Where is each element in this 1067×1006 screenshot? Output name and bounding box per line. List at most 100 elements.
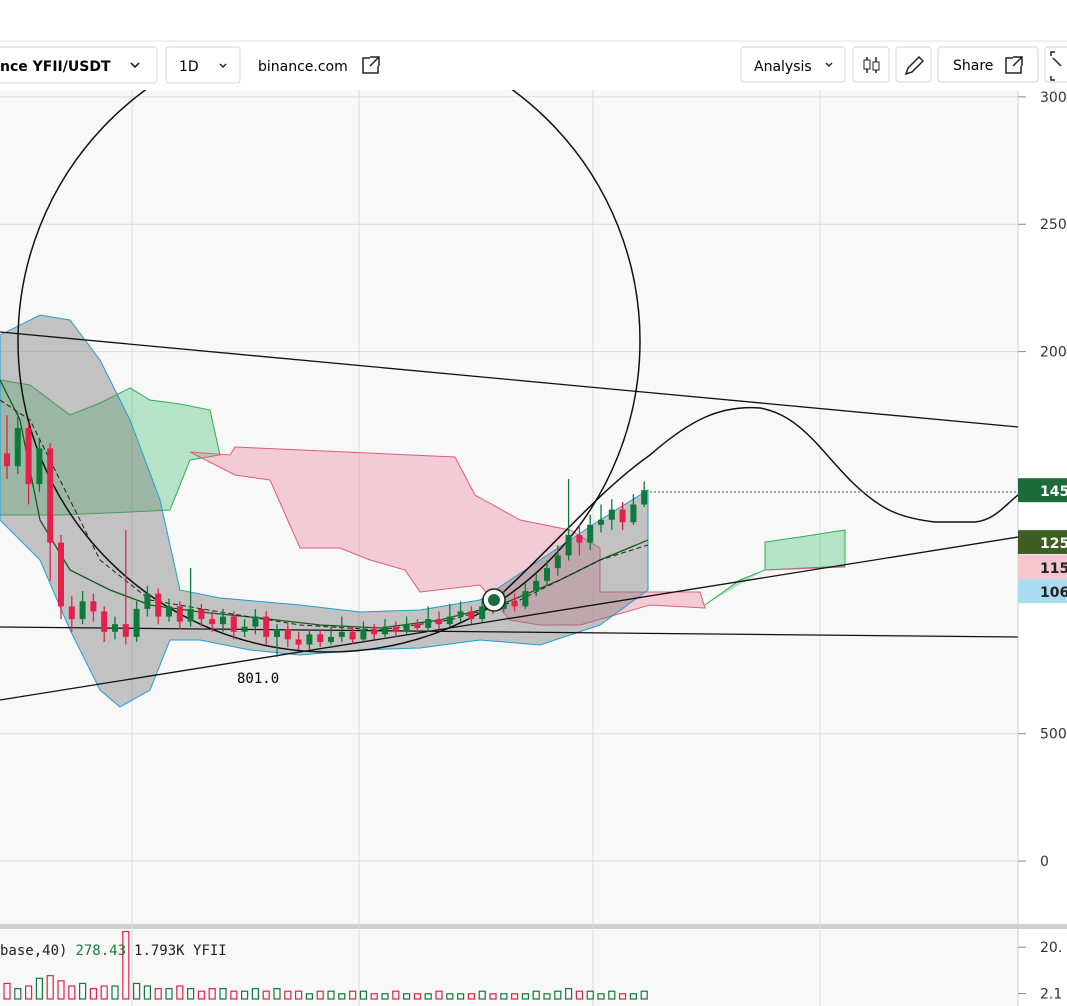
- candle-body: [187, 608, 194, 622]
- candle-body: [36, 448, 43, 485]
- candle-body: [392, 626, 399, 632]
- candle-body: [68, 606, 75, 620]
- moving-average-dashed: [0, 399, 649, 631]
- candle-body: [371, 629, 378, 635]
- button-frame: [1044, 46, 1067, 83]
- candle-body: [630, 504, 637, 523]
- source-link[interactable]: binance.com: [258, 56, 380, 75]
- candle-body: [241, 626, 248, 632]
- cloud-bull: [704, 529, 846, 606]
- candle-body: [252, 616, 259, 627]
- indicator-button[interactable]: [852, 46, 890, 83]
- candle-body: [554, 555, 561, 569]
- candle-icon: [872, 61, 880, 71]
- candle-body: [79, 601, 86, 620]
- candle-body: [263, 616, 270, 637]
- volume-bar: [457, 993, 465, 1000]
- symbol-button[interactable]: nce YFII/USDT: [0, 46, 158, 84]
- candle-body: [220, 616, 226, 625]
- volume-bar: [284, 990, 292, 1000]
- fullscreen-button[interactable]: [1044, 46, 1067, 83]
- volume-bar: [111, 985, 119, 1000]
- volume-bar: [543, 993, 551, 1000]
- y-tick-label: 2000: [1040, 345, 1067, 361]
- volume-bar: [35, 977, 44, 1000]
- volume-bar: [241, 990, 249, 1000]
- candle-body: [274, 629, 280, 637]
- candle-body: [403, 624, 410, 632]
- volume-bar: [295, 990, 303, 1000]
- volume-bar: [554, 990, 562, 1000]
- price-badge-label: 1060: [1040, 585, 1067, 601]
- candle-body: [198, 608, 205, 620]
- volume-bar: [251, 988, 259, 1000]
- chevron: [825, 62, 833, 67]
- candle-body: [382, 626, 388, 635]
- volume-bar: [208, 988, 216, 1000]
- volume-bar: [78, 982, 87, 1000]
- candle-body: [479, 606, 486, 620]
- pane-separator: [0, 924, 1067, 929]
- volume-bar: [122, 930, 130, 1000]
- candle-body: [25, 428, 32, 485]
- button-frame: [895, 46, 932, 83]
- volume-bar: [403, 993, 411, 1000]
- candle-body: [338, 631, 345, 637]
- candle-body: [414, 624, 421, 628]
- volume-bar: [478, 990, 486, 1000]
- overlays: [0, 90, 1018, 708]
- candle-body: [533, 580, 540, 592]
- trend-line: [0, 331, 1018, 428]
- fullscreen-icon: [1050, 51, 1062, 81]
- candle-body: [317, 634, 324, 642]
- candle-body: [284, 629, 291, 640]
- interval-button[interactable]: 1D: [165, 46, 241, 84]
- candle-body: [133, 608, 140, 637]
- button-frame: [0, 46, 158, 84]
- volume-bar: [392, 990, 400, 1000]
- volume-bar: [57, 980, 65, 1000]
- candle-body: [4, 453, 10, 467]
- candle-body: [565, 535, 572, 556]
- price-badge-label: 1154: [1040, 561, 1067, 577]
- volume-bar: [165, 988, 173, 1000]
- candle-body: [457, 611, 464, 617]
- volume-bar: [187, 988, 195, 1000]
- volume-bar: [327, 990, 335, 1000]
- analysis: Analysis: [754, 59, 812, 75]
- analysis-button[interactable]: Analysis: [740, 46, 846, 83]
- volume-bar: [586, 990, 594, 1000]
- candle-body: [295, 639, 302, 645]
- projection-curve: [494, 406, 1018, 601]
- price-badge: [1018, 478, 1067, 503]
- volume-bars: [3, 930, 648, 1000]
- button-frame: [852, 46, 890, 83]
- candle-body: [522, 591, 529, 607]
- legend-total: 1.793K YFII: [134, 943, 227, 959]
- volume-bar: [230, 990, 238, 1000]
- candle-body: [166, 606, 172, 617]
- volume-bar: [359, 990, 367, 1000]
- candle-body: [14, 428, 21, 467]
- share-button[interactable]: Share: [937, 46, 1039, 83]
- candle-body: [544, 568, 550, 581]
- symbol: nce YFII/USDT: [0, 59, 111, 75]
- candle-body: [176, 606, 183, 622]
- candle-body: [360, 629, 367, 640]
- external-icon: [362, 56, 380, 74]
- y-tick-label: 2500: [1040, 217, 1067, 233]
- volume-bar: [640, 990, 648, 1000]
- volume-bar: [219, 988, 227, 1000]
- candle-body: [101, 611, 108, 632]
- draw-button[interactable]: [895, 46, 932, 83]
- candle-body: [90, 601, 97, 612]
- y-tick-label: 500: [1040, 727, 1067, 743]
- candle-body: [122, 624, 129, 637]
- volume-bar: [273, 988, 281, 1000]
- candle-body: [576, 535, 583, 543]
- candle-body: [328, 636, 334, 642]
- chevron: [219, 63, 227, 68]
- candle-body: [306, 634, 313, 645]
